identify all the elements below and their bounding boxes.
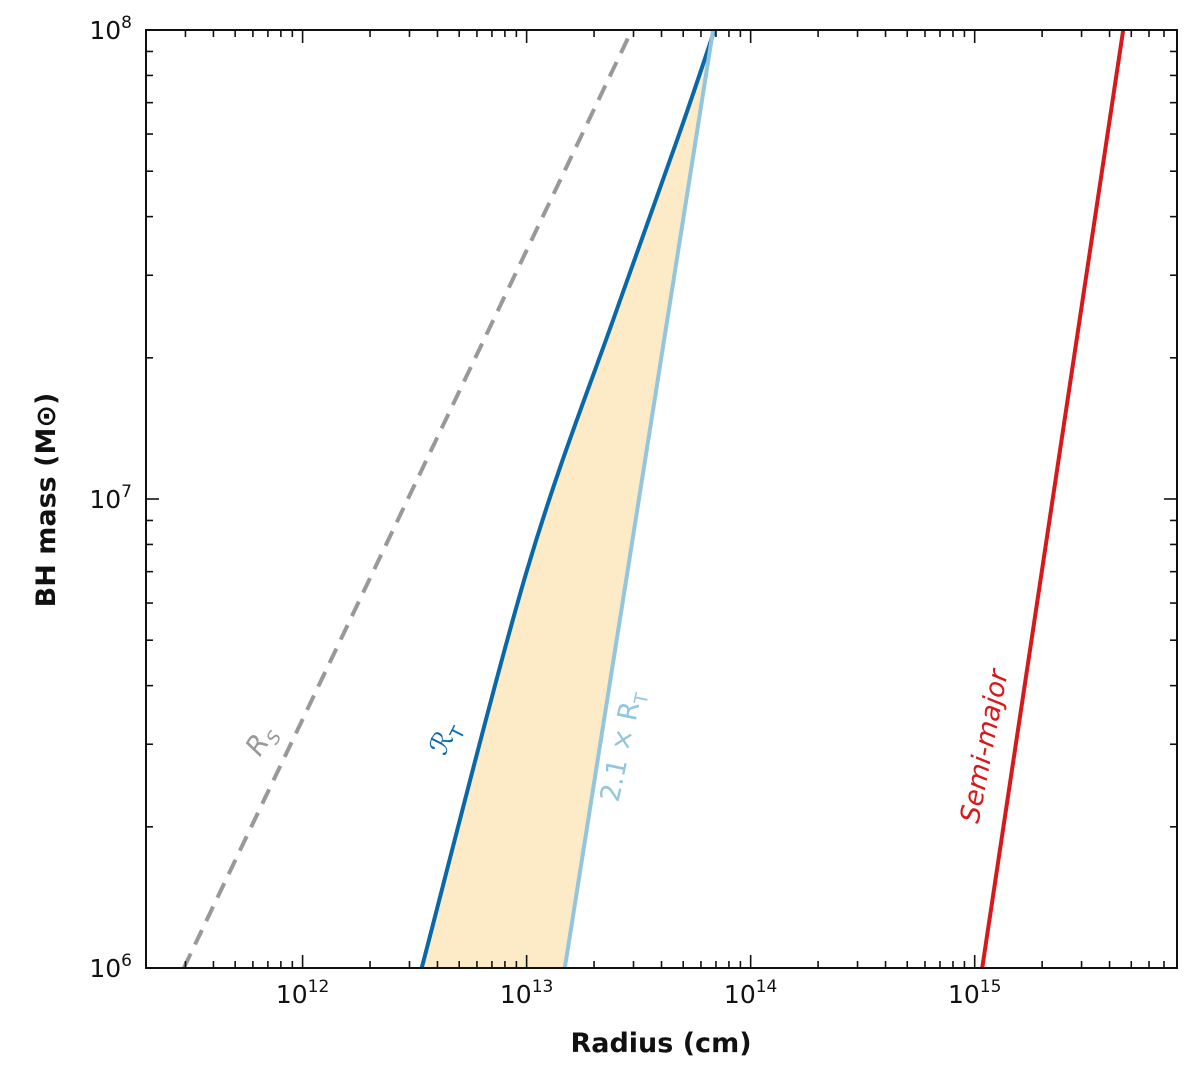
x-tick-label: 1014: [724, 977, 777, 1009]
y-tick-label: 106: [89, 951, 132, 983]
y-tick-label: 107: [89, 482, 132, 514]
series-line-rs: [181, 29, 634, 969]
x-tick-label: 1015: [948, 977, 1001, 1009]
y-axis-label: BH mass (M⊙): [31, 393, 62, 608]
series-line-semimajor: [980, 29, 1126, 969]
series-line-rt21: [562, 29, 716, 969]
series-line-rt: [419, 29, 717, 969]
plot-frame: [145, 29, 1178, 969]
tidal-region-fill: [421, 30, 715, 968]
x-axis-label: Radius (cm): [570, 1028, 751, 1059]
x-tick-label: 1012: [276, 977, 329, 1009]
series-label-rt: ℛT: [423, 716, 470, 762]
y-tick-label: 108: [89, 13, 132, 45]
x-tick-label: 1013: [500, 977, 553, 1009]
series-label-rs: RS: [240, 719, 287, 764]
